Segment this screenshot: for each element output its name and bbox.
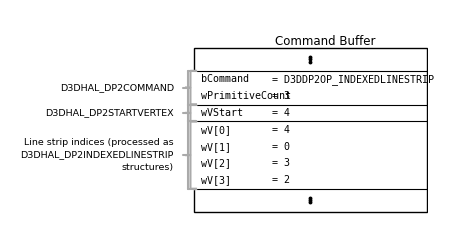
Text: = 3: = 3 — [272, 91, 289, 101]
Text: Command Buffer: Command Buffer — [275, 35, 376, 48]
Text: wPrimitiveCount: wPrimitiveCount — [201, 91, 291, 101]
Text: = D3DDP2OP_INDEXEDLINESTRIP: = D3DDP2OP_INDEXEDLINESTRIP — [272, 74, 434, 85]
Bar — [194, 48, 426, 212]
Text: = 0: = 0 — [272, 142, 289, 152]
Text: bCommand: bCommand — [201, 74, 249, 84]
Text: = 2: = 2 — [272, 175, 289, 185]
Text: wV[0]: wV[0] — [201, 125, 231, 135]
Text: = 4: = 4 — [272, 108, 289, 118]
Text: wVStart: wVStart — [201, 108, 243, 118]
Text: wV[3]: wV[3] — [201, 175, 231, 185]
Text: = 3: = 3 — [272, 158, 289, 168]
Text: wV[1]: wV[1] — [201, 142, 231, 152]
Text: wV[2]: wV[2] — [201, 158, 231, 168]
Text: D3DHAL_DP2COMMAND: D3DHAL_DP2COMMAND — [60, 83, 174, 92]
Text: D3DHAL_DP2STARTVERTEX: D3DHAL_DP2STARTVERTEX — [45, 108, 174, 117]
Text: = 4: = 4 — [272, 125, 289, 135]
Text: Line strip indices (processed as
D3DHAL_DP2INDEXEDLINESTRIP
structures): Line strip indices (processed as D3DHAL_… — [20, 138, 174, 172]
